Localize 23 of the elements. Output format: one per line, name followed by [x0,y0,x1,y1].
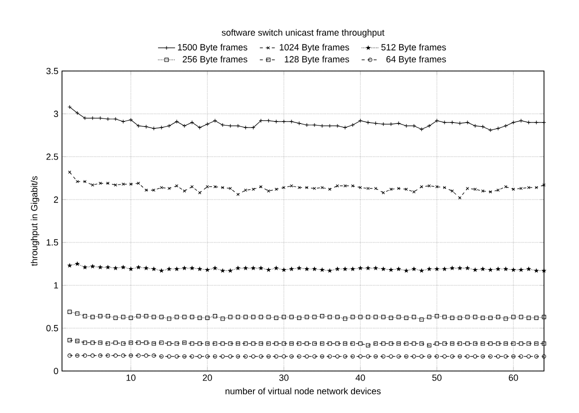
chart-title: software switch unicast frame throughput [222,29,384,38]
y-tick-label: 0 [54,368,58,374]
x-tick-label: 20 [202,374,212,381]
x-tick-label: 50 [432,374,442,381]
y-tick-label: 0.5 [46,324,58,332]
legend-label: 256 Byte frames [182,56,248,64]
x-tick-label: 30 [279,374,289,381]
x-tick-label: 10 [126,374,136,381]
legend-label: 1500 Byte frames [178,44,248,52]
y-tick-label: 3.5 [46,68,58,74]
y-tick-label: 1.5 [46,239,58,246]
legend-label: 1024 Byte frames [280,44,350,52]
y-tick-label: 1 [54,282,58,288]
legend-label: 512 Byte frames [381,44,446,52]
x-tick-label: 60 [508,374,518,381]
x-axis-title: number of virtual node network devices [226,388,381,394]
y-tick-label: 2 [54,196,58,203]
y-tick-label: 3 [54,110,58,118]
x-tick-label: 40 [356,374,366,381]
y-tick-label: 2.5 [46,154,58,160]
legend-label: 64 Byte frames [386,56,446,64]
legend-label: 128 Byte frames [284,56,350,64]
y-axis-title: throughput in Gigabit/s [30,176,40,266]
